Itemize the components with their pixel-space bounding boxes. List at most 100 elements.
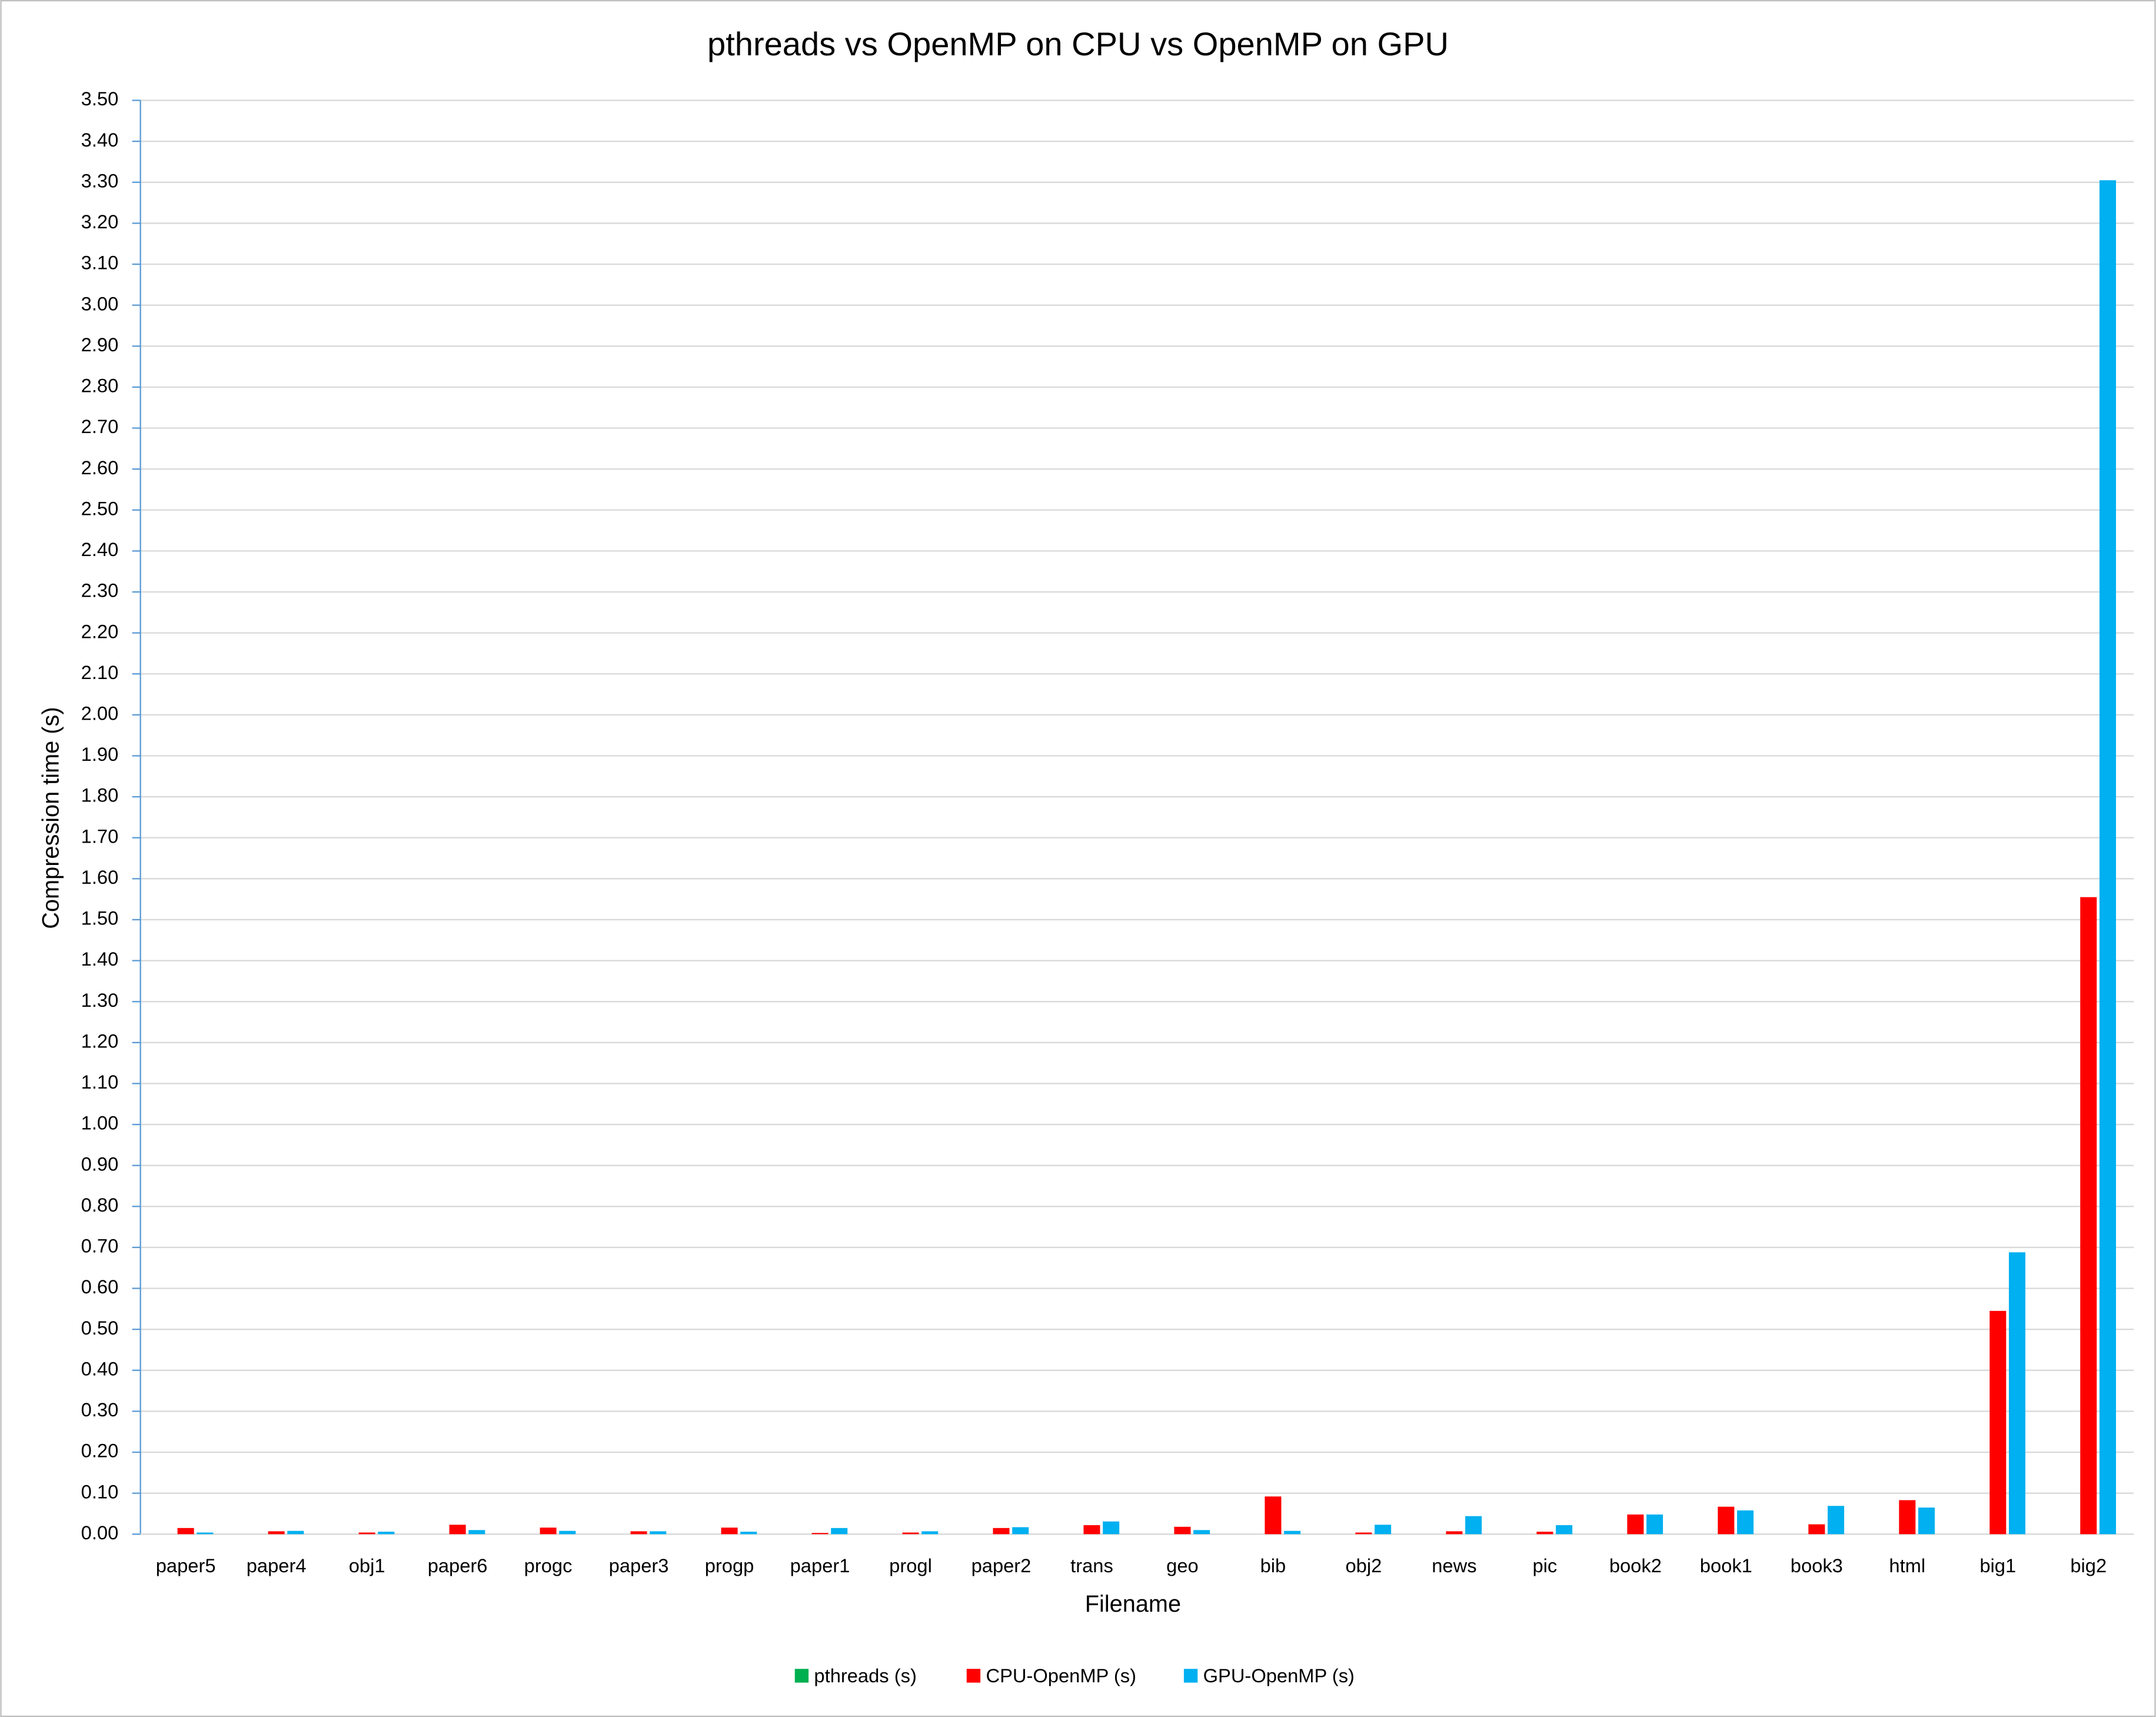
bar <box>811 1533 829 1535</box>
bar <box>650 1531 667 1535</box>
bar <box>721 1528 738 1535</box>
x-tick-label: html <box>1889 1555 1925 1576</box>
x-tick-label: paper6 <box>428 1555 488 1576</box>
y-tick-label: 3.20 <box>81 211 119 232</box>
legend-label: CPU-OpenMP (s) <box>986 1665 1136 1686</box>
y-tick-label: 1.30 <box>81 989 119 1011</box>
bar <box>630 1531 647 1535</box>
x-tick-label: book1 <box>1700 1555 1752 1576</box>
y-tick-label: 0.40 <box>81 1357 119 1379</box>
bar <box>378 1532 395 1535</box>
bar <box>268 1531 285 1535</box>
bar <box>1012 1527 1029 1535</box>
bar <box>1103 1521 1120 1535</box>
bar <box>1899 1500 1916 1535</box>
bar <box>177 1528 194 1535</box>
y-tick-label: 0.80 <box>81 1194 119 1216</box>
x-axis-label: Filename <box>1085 1591 1181 1617</box>
bar <box>468 1530 485 1535</box>
legend-swatch <box>966 1669 981 1683</box>
y-tick-label: 0.60 <box>81 1276 119 1297</box>
legend-label: GPU-OpenMP (s) <box>1203 1665 1355 1686</box>
y-tick-label: 2.60 <box>81 457 119 478</box>
bar <box>540 1528 557 1535</box>
y-tick-label: 1.00 <box>81 1112 119 1134</box>
y-tick-label: 2.10 <box>81 661 119 683</box>
bar <box>902 1532 919 1535</box>
y-tick-label: 3.40 <box>81 129 119 151</box>
bar <box>2008 1252 2026 1535</box>
y-axis-label: Compression time (s) <box>38 707 64 929</box>
y-tick-label: 3.10 <box>81 252 119 274</box>
x-tick-label: progp <box>705 1555 754 1576</box>
bar <box>2080 897 2097 1535</box>
bar <box>1355 1532 1372 1535</box>
x-tick-label: paper3 <box>609 1555 669 1576</box>
bar <box>1737 1510 1754 1535</box>
y-tick-label: 1.80 <box>81 784 119 806</box>
bar <box>287 1530 304 1535</box>
y-tick-label: 0.00 <box>81 1522 119 1543</box>
bar <box>1446 1531 1463 1535</box>
bar <box>1918 1508 1935 1535</box>
y-tick-label: 2.00 <box>81 703 119 724</box>
x-tick-label: paper4 <box>247 1555 307 1576</box>
y-tick-label: 2.30 <box>81 580 119 601</box>
y-tick-label: 2.70 <box>81 415 119 437</box>
bar <box>740 1532 757 1535</box>
bar <box>1536 1532 1553 1535</box>
y-tick-label: 3.50 <box>81 88 119 109</box>
bar <box>1375 1525 1392 1535</box>
bar <box>1265 1496 1282 1535</box>
y-tick-label: 1.20 <box>81 1030 119 1052</box>
bar <box>1989 1310 2007 1535</box>
x-tick-label: progc <box>524 1555 573 1576</box>
y-tick-label: 1.10 <box>81 1071 119 1093</box>
bar <box>831 1528 848 1535</box>
y-tick-label: 2.80 <box>81 375 119 397</box>
x-tick-label: bib <box>1260 1555 1286 1576</box>
bar <box>1808 1524 1825 1535</box>
bar <box>1083 1525 1100 1535</box>
x-tick-label: paper2 <box>971 1555 1032 1576</box>
y-tick-label: 1.70 <box>81 825 119 847</box>
y-tick-label: 0.70 <box>81 1235 119 1257</box>
x-tick-label: obj2 <box>1346 1555 1382 1576</box>
bar <box>1828 1506 1845 1535</box>
legend-swatch <box>794 1669 809 1683</box>
x-tick-label: pic <box>1532 1555 1557 1576</box>
bar <box>1627 1514 1644 1535</box>
y-tick-label: 0.20 <box>81 1440 119 1462</box>
y-tick-label: 0.50 <box>81 1317 119 1339</box>
bar <box>1718 1506 1735 1535</box>
y-tick-label: 2.50 <box>81 497 119 519</box>
y-tick-label: 0.10 <box>81 1480 119 1502</box>
y-tick-label: 1.50 <box>81 907 119 929</box>
y-tick-label: 1.90 <box>81 743 119 765</box>
bar <box>921 1531 939 1535</box>
y-tick-label: 1.60 <box>81 866 119 888</box>
x-tick-label: news <box>1432 1555 1476 1576</box>
bar <box>1284 1530 1301 1535</box>
x-tick-label: paper5 <box>156 1555 216 1576</box>
x-tick-label: obj1 <box>349 1555 385 1576</box>
y-tick-label: 0.30 <box>81 1399 119 1420</box>
bar <box>1646 1514 1663 1535</box>
x-tick-label: book3 <box>1791 1555 1843 1576</box>
x-tick-label: geo <box>1166 1555 1199 1576</box>
bar <box>2099 180 2116 1535</box>
y-tick-label: 3.00 <box>81 292 119 314</box>
y-tick-label: 1.40 <box>81 948 119 970</box>
bar <box>1193 1530 1210 1535</box>
legend-label: pthreads (s) <box>814 1665 916 1686</box>
bar <box>1465 1516 1482 1535</box>
x-tick-label: big2 <box>2070 1555 2107 1576</box>
bar <box>559 1530 576 1535</box>
y-tick-label: 2.90 <box>81 334 119 355</box>
y-tick-label: 0.90 <box>81 1153 119 1174</box>
x-tick-label: paper1 <box>790 1555 850 1576</box>
chart-title: pthreads vs OpenMP on CPU vs OpenMP on G… <box>707 25 1449 62</box>
bar <box>1556 1525 1573 1535</box>
